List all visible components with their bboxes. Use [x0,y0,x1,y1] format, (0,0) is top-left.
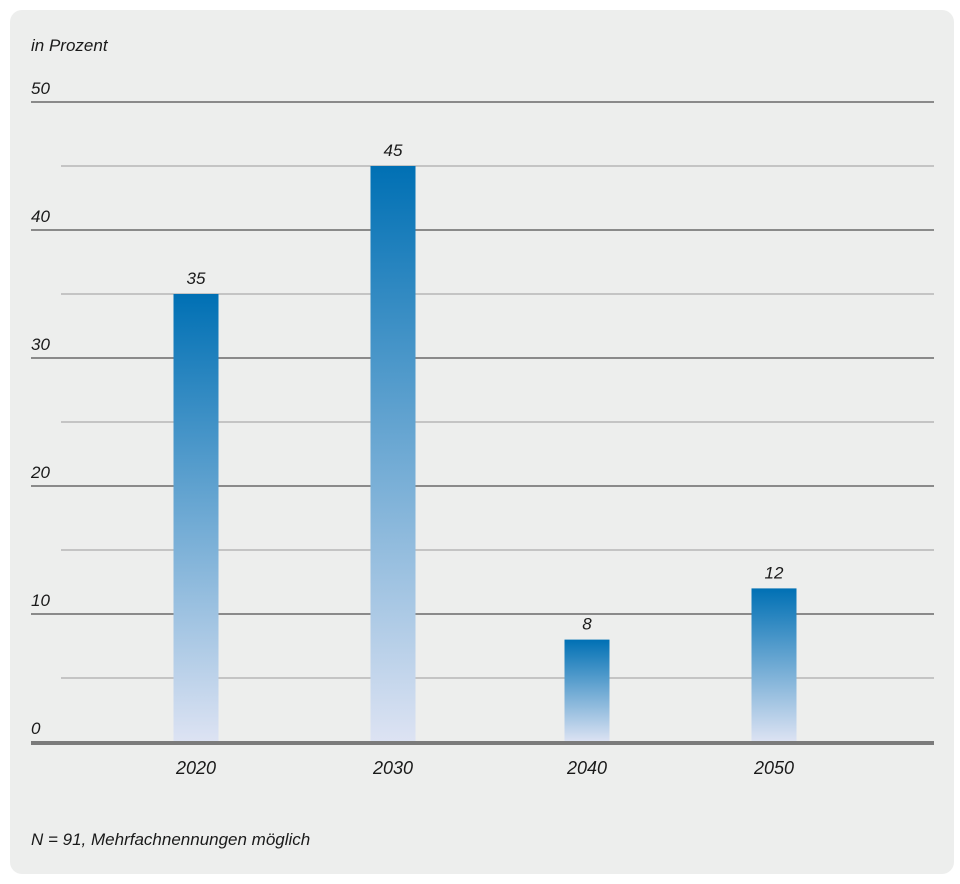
x-tick-label: 2030 [372,758,413,778]
y-tick-label: 50 [31,79,50,98]
y-tick-label: 40 [31,207,50,226]
x-tick-label: 2020 [175,758,216,778]
bar-2020 [173,294,219,742]
bar-2040 [564,639,610,742]
footnote: N = 91, Mehrfachnennungen möglich [31,830,311,849]
x-tick-label: 2040 [566,758,607,778]
data-label: 45 [384,141,403,160]
y-tick-label: 20 [30,463,50,482]
unit-label: in Prozent [31,36,109,55]
data-label: 12 [765,563,784,582]
data-label: 35 [187,269,206,288]
y-tick-label: 30 [31,335,50,354]
chart-panel [10,10,954,874]
bar-2030 [370,166,416,742]
data-label: 8 [582,615,592,634]
y-tick-label: 0 [31,719,41,738]
bar-2050 [751,588,797,742]
y-tick-label: 10 [31,591,50,610]
x-tick-label: 2050 [753,758,794,778]
